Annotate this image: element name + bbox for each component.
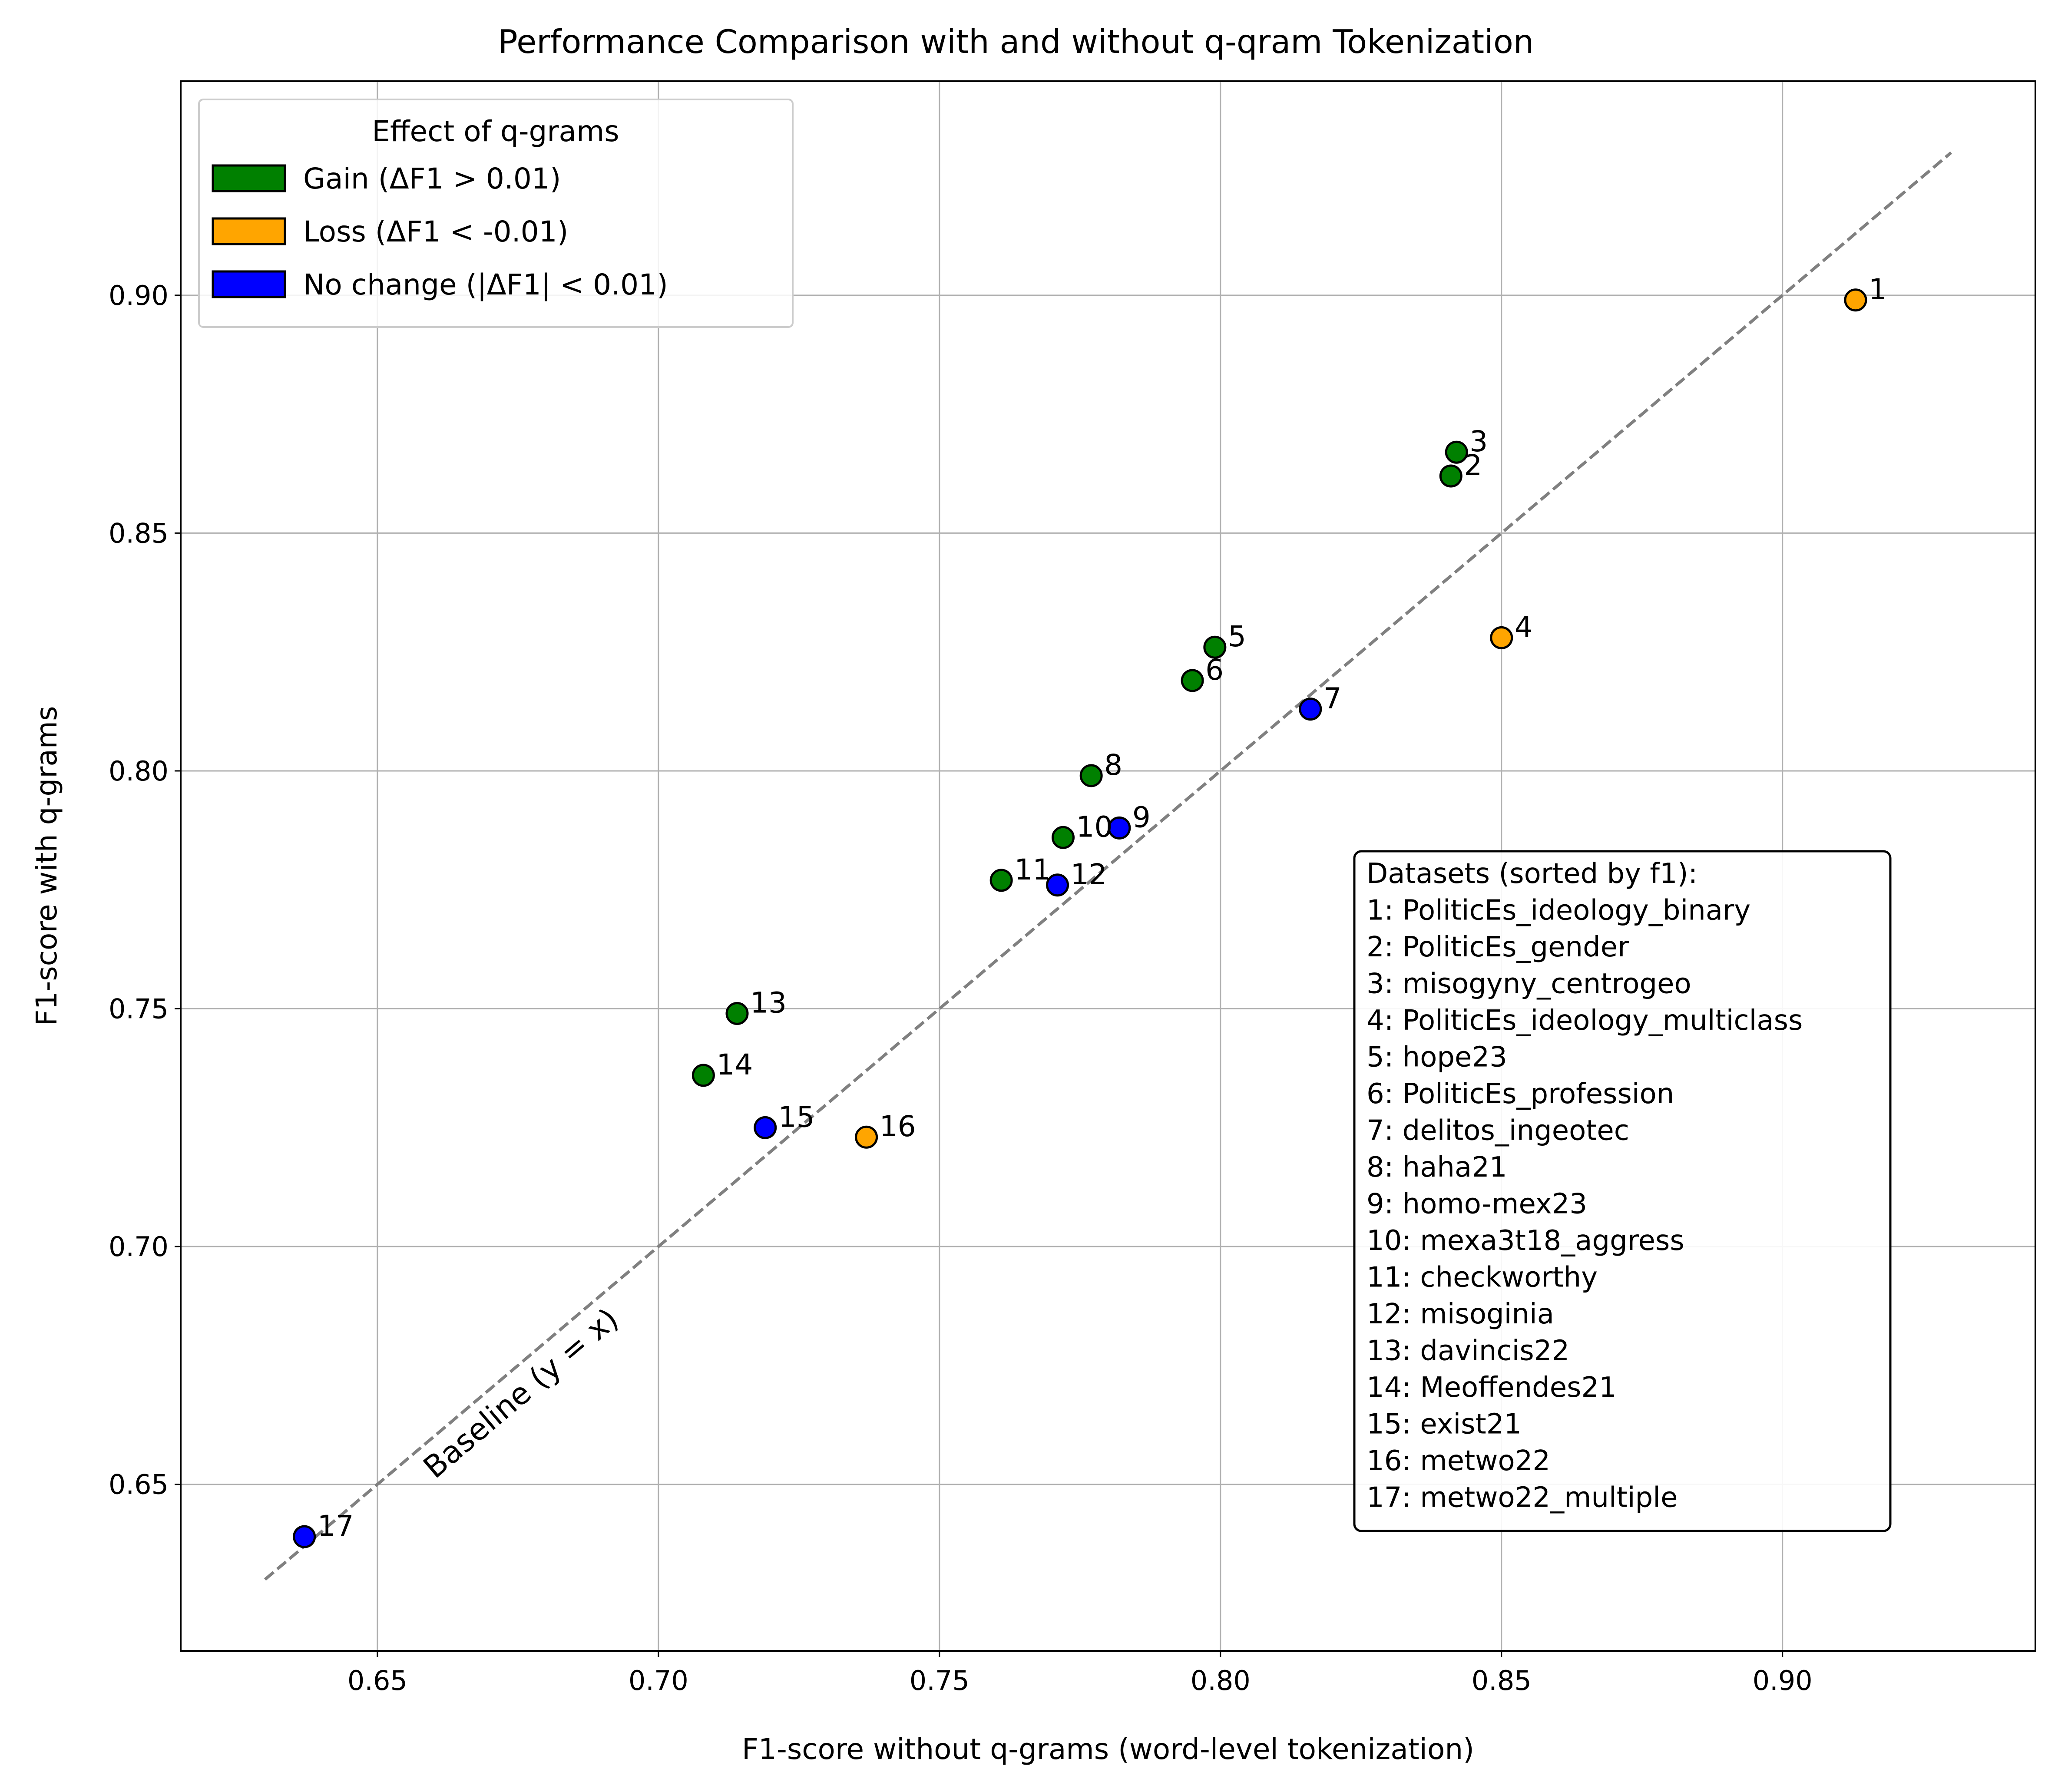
dataset-entry: 8: haha21 <box>1366 1151 1507 1184</box>
y-tick-label: 0.80 <box>109 755 169 787</box>
dataset-entry: 13: davincis22 <box>1366 1335 1569 1367</box>
point-label-10: 10 <box>1076 810 1112 843</box>
point-11 <box>989 869 1013 892</box>
y-tick-label: 0.75 <box>109 993 169 1025</box>
point-6 <box>1181 669 1204 692</box>
point-label-13: 13 <box>750 986 787 1019</box>
point-4 <box>1490 626 1513 649</box>
dataset-entry: 4: PoliticEs_ideology_multiclass <box>1366 1005 1803 1037</box>
point-3 <box>1445 440 1468 464</box>
point-7 <box>1299 698 1322 721</box>
chart-title: Performance Comparison with and without … <box>498 23 1534 61</box>
point-label-6: 6 <box>1205 653 1224 687</box>
point-14 <box>692 1064 715 1087</box>
dataset-entry: 10: mexa3t18_aggress <box>1366 1225 1684 1257</box>
dataset-entry: 6: PoliticEs_profession <box>1366 1078 1674 1110</box>
x-axis-label: F1-score without q-grams (word-level tok… <box>742 1732 1474 1766</box>
point-label-1: 1 <box>1869 273 1887 306</box>
point-label-5: 5 <box>1228 620 1246 653</box>
point-label-9: 9 <box>1132 800 1151 834</box>
x-tick-label: 0.80 <box>1191 1665 1251 1696</box>
point-2 <box>1439 464 1462 488</box>
plot-frame <box>180 80 2036 1652</box>
axis-ticks: 0.65 0.70 0.75 0.80 0.85 0.90 0.65 0.70 0.75 0.80… <box>109 280 1813 1696</box>
dataset-entry: 5: hope23 <box>1366 1041 1507 1074</box>
dataset-entry: 12: misoginia <box>1366 1298 1554 1330</box>
y-tick-label: 0.90 <box>109 280 169 311</box>
datasets-box-title: Datasets (sorted by f1): <box>1366 858 1697 890</box>
x-tick-label: 0.85 <box>1472 1665 1532 1696</box>
point-label-8: 8 <box>1104 748 1122 782</box>
point-10 <box>1051 826 1075 849</box>
point-5 <box>1203 635 1227 659</box>
baseline-line <box>264 151 1952 1581</box>
point-label-12: 12 <box>1071 858 1107 891</box>
point-16 <box>855 1125 878 1149</box>
grid <box>181 81 2035 1651</box>
dataset-entry: 3: misogyny_centrogeo <box>1366 968 1691 1000</box>
point-1 <box>1844 288 1867 312</box>
legend-label-gain: Gain (ΔF1 > 0.01) <box>303 162 561 195</box>
legend-frame <box>198 99 794 328</box>
x-tick-label: 0.75 <box>910 1665 969 1696</box>
dataset-entry: 2: PoliticEs_gender <box>1366 931 1629 963</box>
point-label-4: 4 <box>1515 610 1533 644</box>
x-tick-label: 0.65 <box>347 1665 407 1696</box>
datasets-box-frame <box>1353 850 1892 1532</box>
point-label-14: 14 <box>716 1048 753 1081</box>
y-tick-label: 0.85 <box>109 517 169 549</box>
datasets-box: Datasets (sorted by f1): 1: PoliticEs_ide… <box>1353 850 1892 1532</box>
legend-swatch-loss <box>212 217 286 245</box>
dataset-entry: 9: homo-mex23 <box>1366 1188 1587 1220</box>
point-label-15: 15 <box>778 1100 815 1134</box>
y-axis-label: F1-score with q-grams <box>30 706 63 1026</box>
point-label-17: 17 <box>318 1509 354 1543</box>
dataset-entry: 15: exist21 <box>1366 1408 1522 1441</box>
point-label-7: 7 <box>1323 682 1342 715</box>
point-8 <box>1079 764 1103 787</box>
legend-swatch-nochange <box>212 270 286 298</box>
x-tick-label: 0.70 <box>629 1665 688 1696</box>
point-15 <box>754 1116 777 1139</box>
legend-label-nochange: No change (|ΔF1| < 0.01) <box>303 268 668 301</box>
legend: Effect of q-grams Gain (ΔF1 > 0.01) Loss (… <box>198 99 794 328</box>
dataset-entry: 14: Meoffendes21 <box>1366 1372 1617 1404</box>
point-label-3: 3 <box>1469 425 1488 458</box>
point-label-11: 11 <box>1014 853 1051 886</box>
point-17 <box>293 1525 316 1548</box>
legend-title: Effect of q-grams <box>372 115 619 148</box>
point-label-16: 16 <box>880 1110 916 1143</box>
point-13 <box>725 1002 749 1025</box>
point-9 <box>1108 816 1131 840</box>
x-tick-label: 0.90 <box>1753 1665 1813 1696</box>
legend-label-loss: Loss (ΔF1 < -0.01) <box>303 215 568 248</box>
point-12 <box>1046 873 1069 897</box>
dataset-entry: 17: metwo22_multiple <box>1366 1482 1678 1514</box>
dataset-entry: 7: delitos_ingeotec <box>1366 1115 1629 1147</box>
dataset-entry: 11: checkworthy <box>1366 1262 1598 1294</box>
y-tick-label: 0.70 <box>109 1231 169 1263</box>
y-tick-label: 0.65 <box>109 1469 169 1501</box>
dataset-entry: 1: PoliticEs_ideology_binary <box>1366 895 1750 927</box>
dataset-entry: 16: metwo22 <box>1366 1445 1550 1477</box>
legend-swatch-gain <box>212 164 286 192</box>
